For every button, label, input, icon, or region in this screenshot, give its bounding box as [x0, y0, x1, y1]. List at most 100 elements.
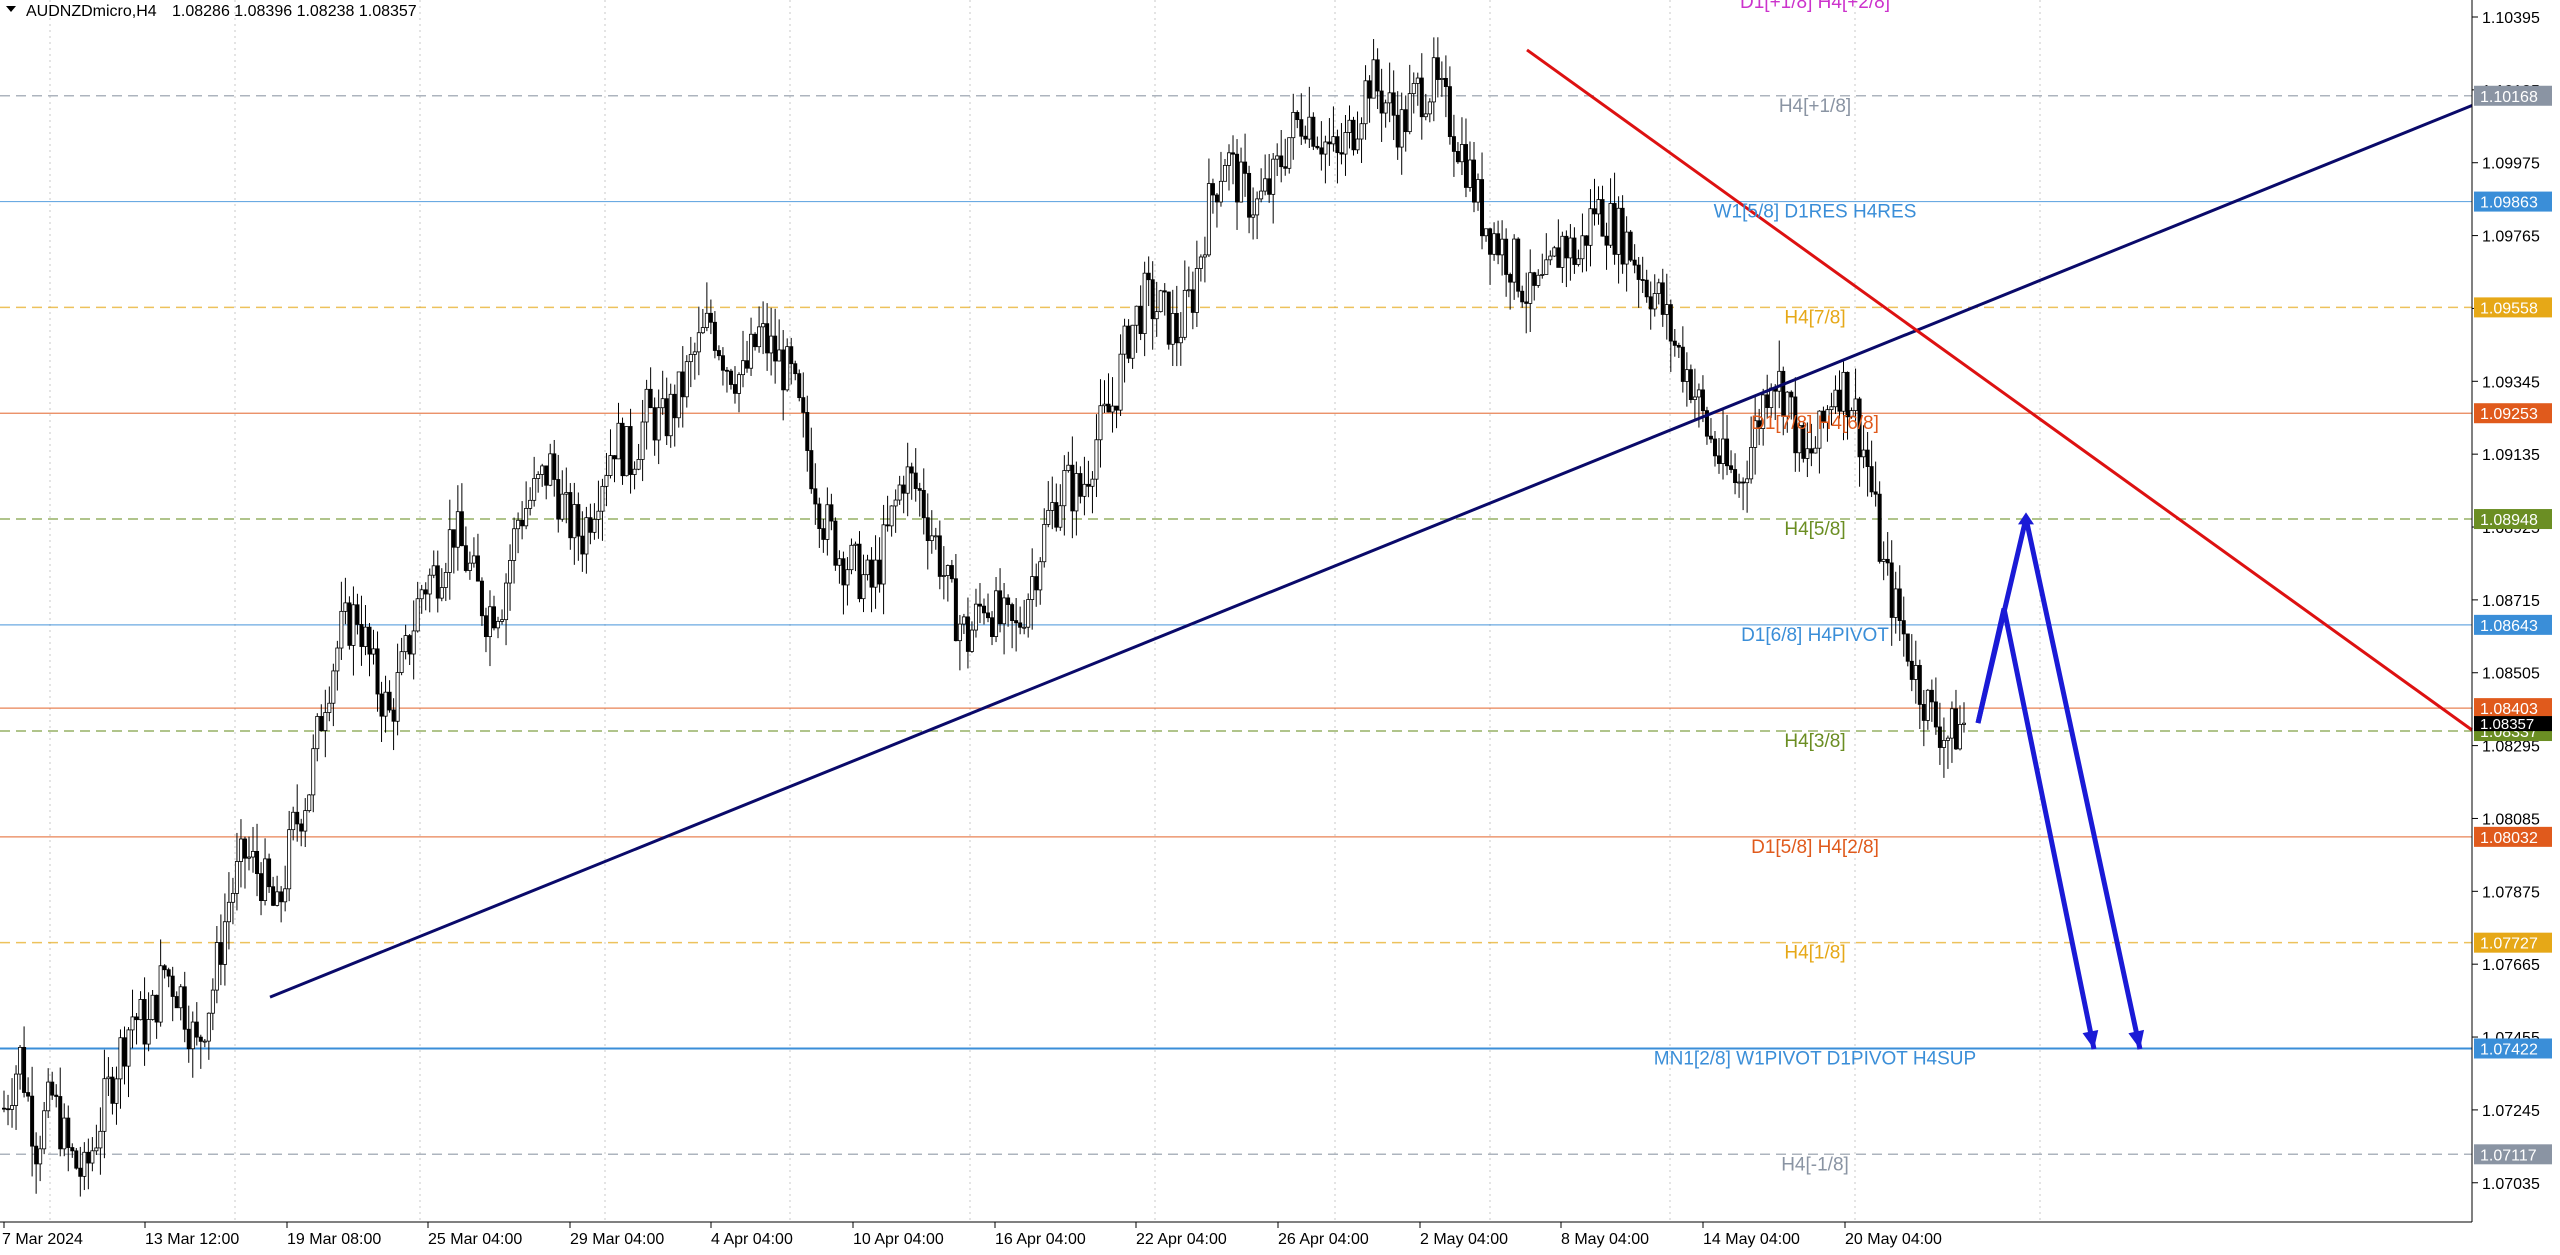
- candle-body: [1672, 340, 1677, 346]
- x-tick-label: 20 May 04:00: [1845, 1231, 1942, 1248]
- symbol-timeframe[interactable]: AUDNZDmicro,H4: [26, 3, 157, 20]
- candle-body: [620, 422, 625, 477]
- candle-body: [1010, 604, 1015, 621]
- candle-body: [1467, 159, 1472, 188]
- candle-body: [1283, 166, 1288, 169]
- x-tick-label: 25 Mar 04:00: [428, 1231, 522, 1248]
- candle-body: [375, 648, 380, 695]
- candle-body: [1174, 312, 1179, 344]
- candle-body: [1227, 152, 1232, 166]
- candle-body: [1508, 274, 1513, 283]
- candle-body: [1463, 144, 1468, 188]
- candle-body: [773, 335, 778, 362]
- candle-body: [660, 398, 665, 409]
- candle-body: [785, 346, 790, 391]
- candle-body: [1897, 588, 1902, 622]
- candle-body: [1793, 396, 1798, 454]
- candle-body: [50, 1081, 55, 1096]
- candle-body: [1154, 311, 1159, 320]
- candle-body: [1757, 420, 1762, 429]
- candle-body: [455, 511, 460, 548]
- candle-body: [1680, 346, 1685, 382]
- candle-body: [588, 517, 593, 533]
- level-label: H4[1/8]: [1784, 943, 1845, 964]
- candle-body: [1198, 256, 1203, 269]
- candle-body: [1488, 228, 1493, 255]
- candle-body: [423, 589, 428, 595]
- candle-body: [1668, 304, 1673, 342]
- candle-body: [600, 485, 605, 512]
- candle-body: [491, 606, 496, 629]
- candle-body: [528, 499, 533, 509]
- candle-body: [1472, 159, 1477, 203]
- candle-body: [1925, 689, 1930, 721]
- candle-body: [106, 1076, 111, 1080]
- x-tick-label: 29 Mar 04:00: [570, 1231, 664, 1248]
- candle-body: [411, 630, 416, 655]
- candle-body: [1636, 264, 1641, 280]
- candle-body: [1648, 296, 1653, 310]
- candle-body: [1496, 233, 1501, 256]
- symbol-menu-triangle-icon[interactable]: [6, 6, 16, 12]
- candle-body: [1267, 178, 1272, 195]
- candle-body: [1395, 114, 1400, 148]
- candle-body: [941, 575, 946, 577]
- candle-body: [26, 1092, 31, 1097]
- level-label: H4[5/8]: [1784, 519, 1845, 540]
- candle-body: [684, 361, 689, 398]
- candle-body: [1150, 279, 1155, 320]
- candle-body: [1182, 289, 1187, 338]
- candle-body: [998, 590, 1003, 625]
- candle-body: [238, 838, 243, 862]
- candle-body: [1592, 208, 1597, 215]
- candle-body: [640, 421, 645, 460]
- candle-body: [1877, 493, 1882, 562]
- candle-body: [1604, 235, 1609, 246]
- candle-body: [323, 712, 328, 732]
- level-label: D1[6/8] H4PIVOT: [1741, 625, 1889, 646]
- candle-body: [395, 672, 400, 722]
- candle-body: [10, 1105, 15, 1110]
- candle-body: [134, 1016, 139, 1021]
- candle-body: [1596, 199, 1601, 215]
- candle-body: [1612, 203, 1617, 255]
- candle-body: [1078, 473, 1083, 497]
- candle-body: [1644, 279, 1649, 298]
- candle-body: [1134, 305, 1139, 326]
- candle-body: [1002, 597, 1007, 625]
- x-tick-label: 4 Apr 04:00: [711, 1231, 793, 1248]
- candle-body: [1869, 466, 1874, 493]
- candle-body: [1873, 491, 1878, 495]
- candle-body: [1813, 447, 1818, 454]
- candle-body: [1038, 561, 1043, 591]
- candle-body: [1315, 145, 1320, 149]
- candle-body: [1423, 113, 1428, 118]
- candle-body: [716, 350, 721, 357]
- candle-body: [1231, 152, 1236, 155]
- candle-body: [652, 407, 657, 441]
- candle-body: [98, 1130, 103, 1149]
- time-axis[interactable]: 7 Mar 2024 13 Mar 12:00 19 Mar 08:00 25 Mar…: [2, 1222, 1942, 1248]
- candle-body: [724, 369, 729, 372]
- candle-body: [291, 811, 296, 831]
- candle-body: [1403, 109, 1408, 133]
- candle-body: [1552, 247, 1557, 257]
- candle-body: [6, 1108, 11, 1111]
- candle-body: [1307, 116, 1312, 140]
- candle-body: [1544, 259, 1549, 275]
- candle-body: [190, 1021, 195, 1050]
- projection-arrows: [1975, 512, 2145, 1050]
- candle-body: [343, 602, 348, 612]
- candle-body: [371, 648, 376, 655]
- candle-body: [2, 1107, 7, 1110]
- candle-body: [1556, 247, 1561, 268]
- candle-body: [1214, 194, 1219, 203]
- candle-body: [299, 823, 304, 832]
- candle-body: [644, 388, 649, 423]
- x-tick-label: 19 Mar 08:00: [287, 1231, 381, 1248]
- candle-body: [1817, 410, 1822, 449]
- candle-body: [1239, 161, 1244, 203]
- price-tag: [2474, 403, 2552, 424]
